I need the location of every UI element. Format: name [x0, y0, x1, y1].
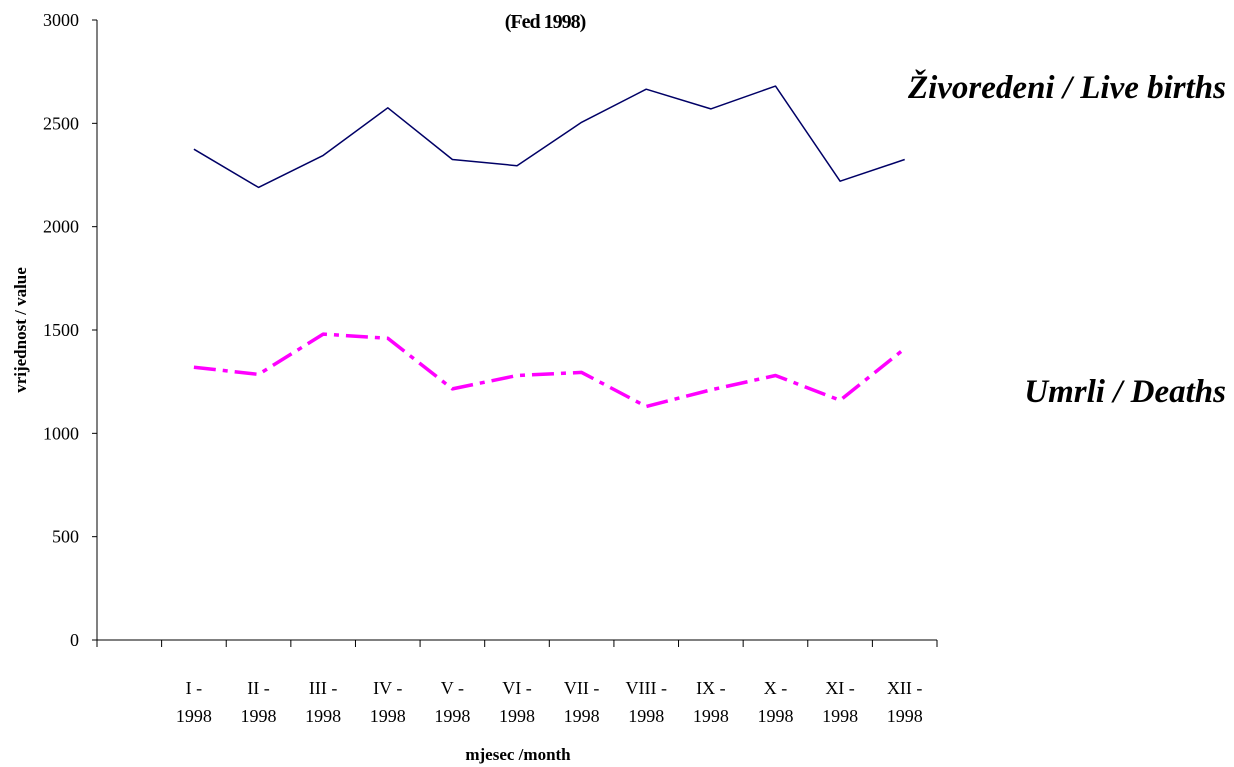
y-tick-label: 2500 [43, 113, 79, 133]
x-axis-title: mjesec /month [465, 745, 571, 764]
x-tick-label: IV -1998 [370, 678, 406, 726]
x-tick-label: VIII -1998 [625, 678, 666, 726]
x-tick-label: VI -1998 [499, 678, 535, 726]
y-axis: 0 500 1000 1500 2000 2500 3000 [43, 10, 98, 650]
x-tick-label: X -1998 [757, 678, 793, 726]
series-line-live-births [193, 85, 905, 189]
x-tick-label: XI -1998 [822, 678, 858, 726]
y-tick-label: 3000 [43, 10, 79, 30]
series-label-live-births: Živoredeni / Live births [907, 68, 1226, 106]
y-tick-label: 2000 [43, 217, 79, 237]
x-tick-label: XII -1998 [887, 678, 923, 726]
chart-title: (Fed 1998) [505, 11, 586, 33]
series-line-deaths [193, 332, 906, 409]
x-tick-label: I -1998 [176, 678, 212, 726]
y-axis-title: vrijednost / value [11, 267, 30, 393]
x-tick-label: II -1998 [241, 678, 277, 726]
x-tick-label: VII -1998 [564, 678, 600, 726]
x-tick-label: V -1998 [434, 678, 470, 726]
y-tick-label: 500 [52, 527, 79, 547]
series-label-deaths: Umrli / Deaths [1024, 374, 1226, 410]
x-tick-label: IX -1998 [693, 678, 729, 726]
series-layer [193, 85, 906, 409]
y-tick-label: 0 [70, 630, 79, 650]
y-tick-label: 1500 [43, 320, 79, 340]
x-axis: I -1998 II -1998 III -1998 IV -1998 V -1998 V… [96, 639, 938, 726]
y-tick-label: 1000 [43, 423, 79, 443]
x-tick-label: III -1998 [305, 678, 341, 726]
